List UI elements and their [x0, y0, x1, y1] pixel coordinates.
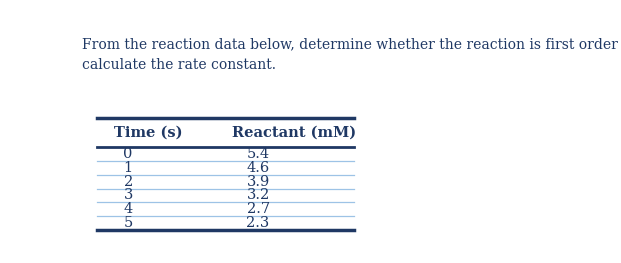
Text: 0: 0	[124, 147, 133, 161]
Text: 2.7: 2.7	[247, 202, 270, 216]
Text: 1: 1	[124, 161, 133, 175]
Text: Time (s): Time (s)	[114, 125, 182, 139]
Text: 4.6: 4.6	[247, 161, 270, 175]
Text: 3.2: 3.2	[247, 188, 270, 203]
Text: 3.9: 3.9	[247, 175, 270, 189]
Text: 5.4: 5.4	[247, 147, 270, 161]
Text: 2.3: 2.3	[247, 216, 270, 230]
Text: 5: 5	[124, 216, 133, 230]
Text: 4: 4	[124, 202, 133, 216]
Text: 3: 3	[124, 188, 133, 203]
Text: From the reaction data below, determine whether the reaction is first order or s: From the reaction data below, determine …	[83, 38, 621, 72]
Text: Reactant (mM): Reactant (mM)	[232, 125, 356, 139]
Text: 2: 2	[124, 175, 133, 189]
